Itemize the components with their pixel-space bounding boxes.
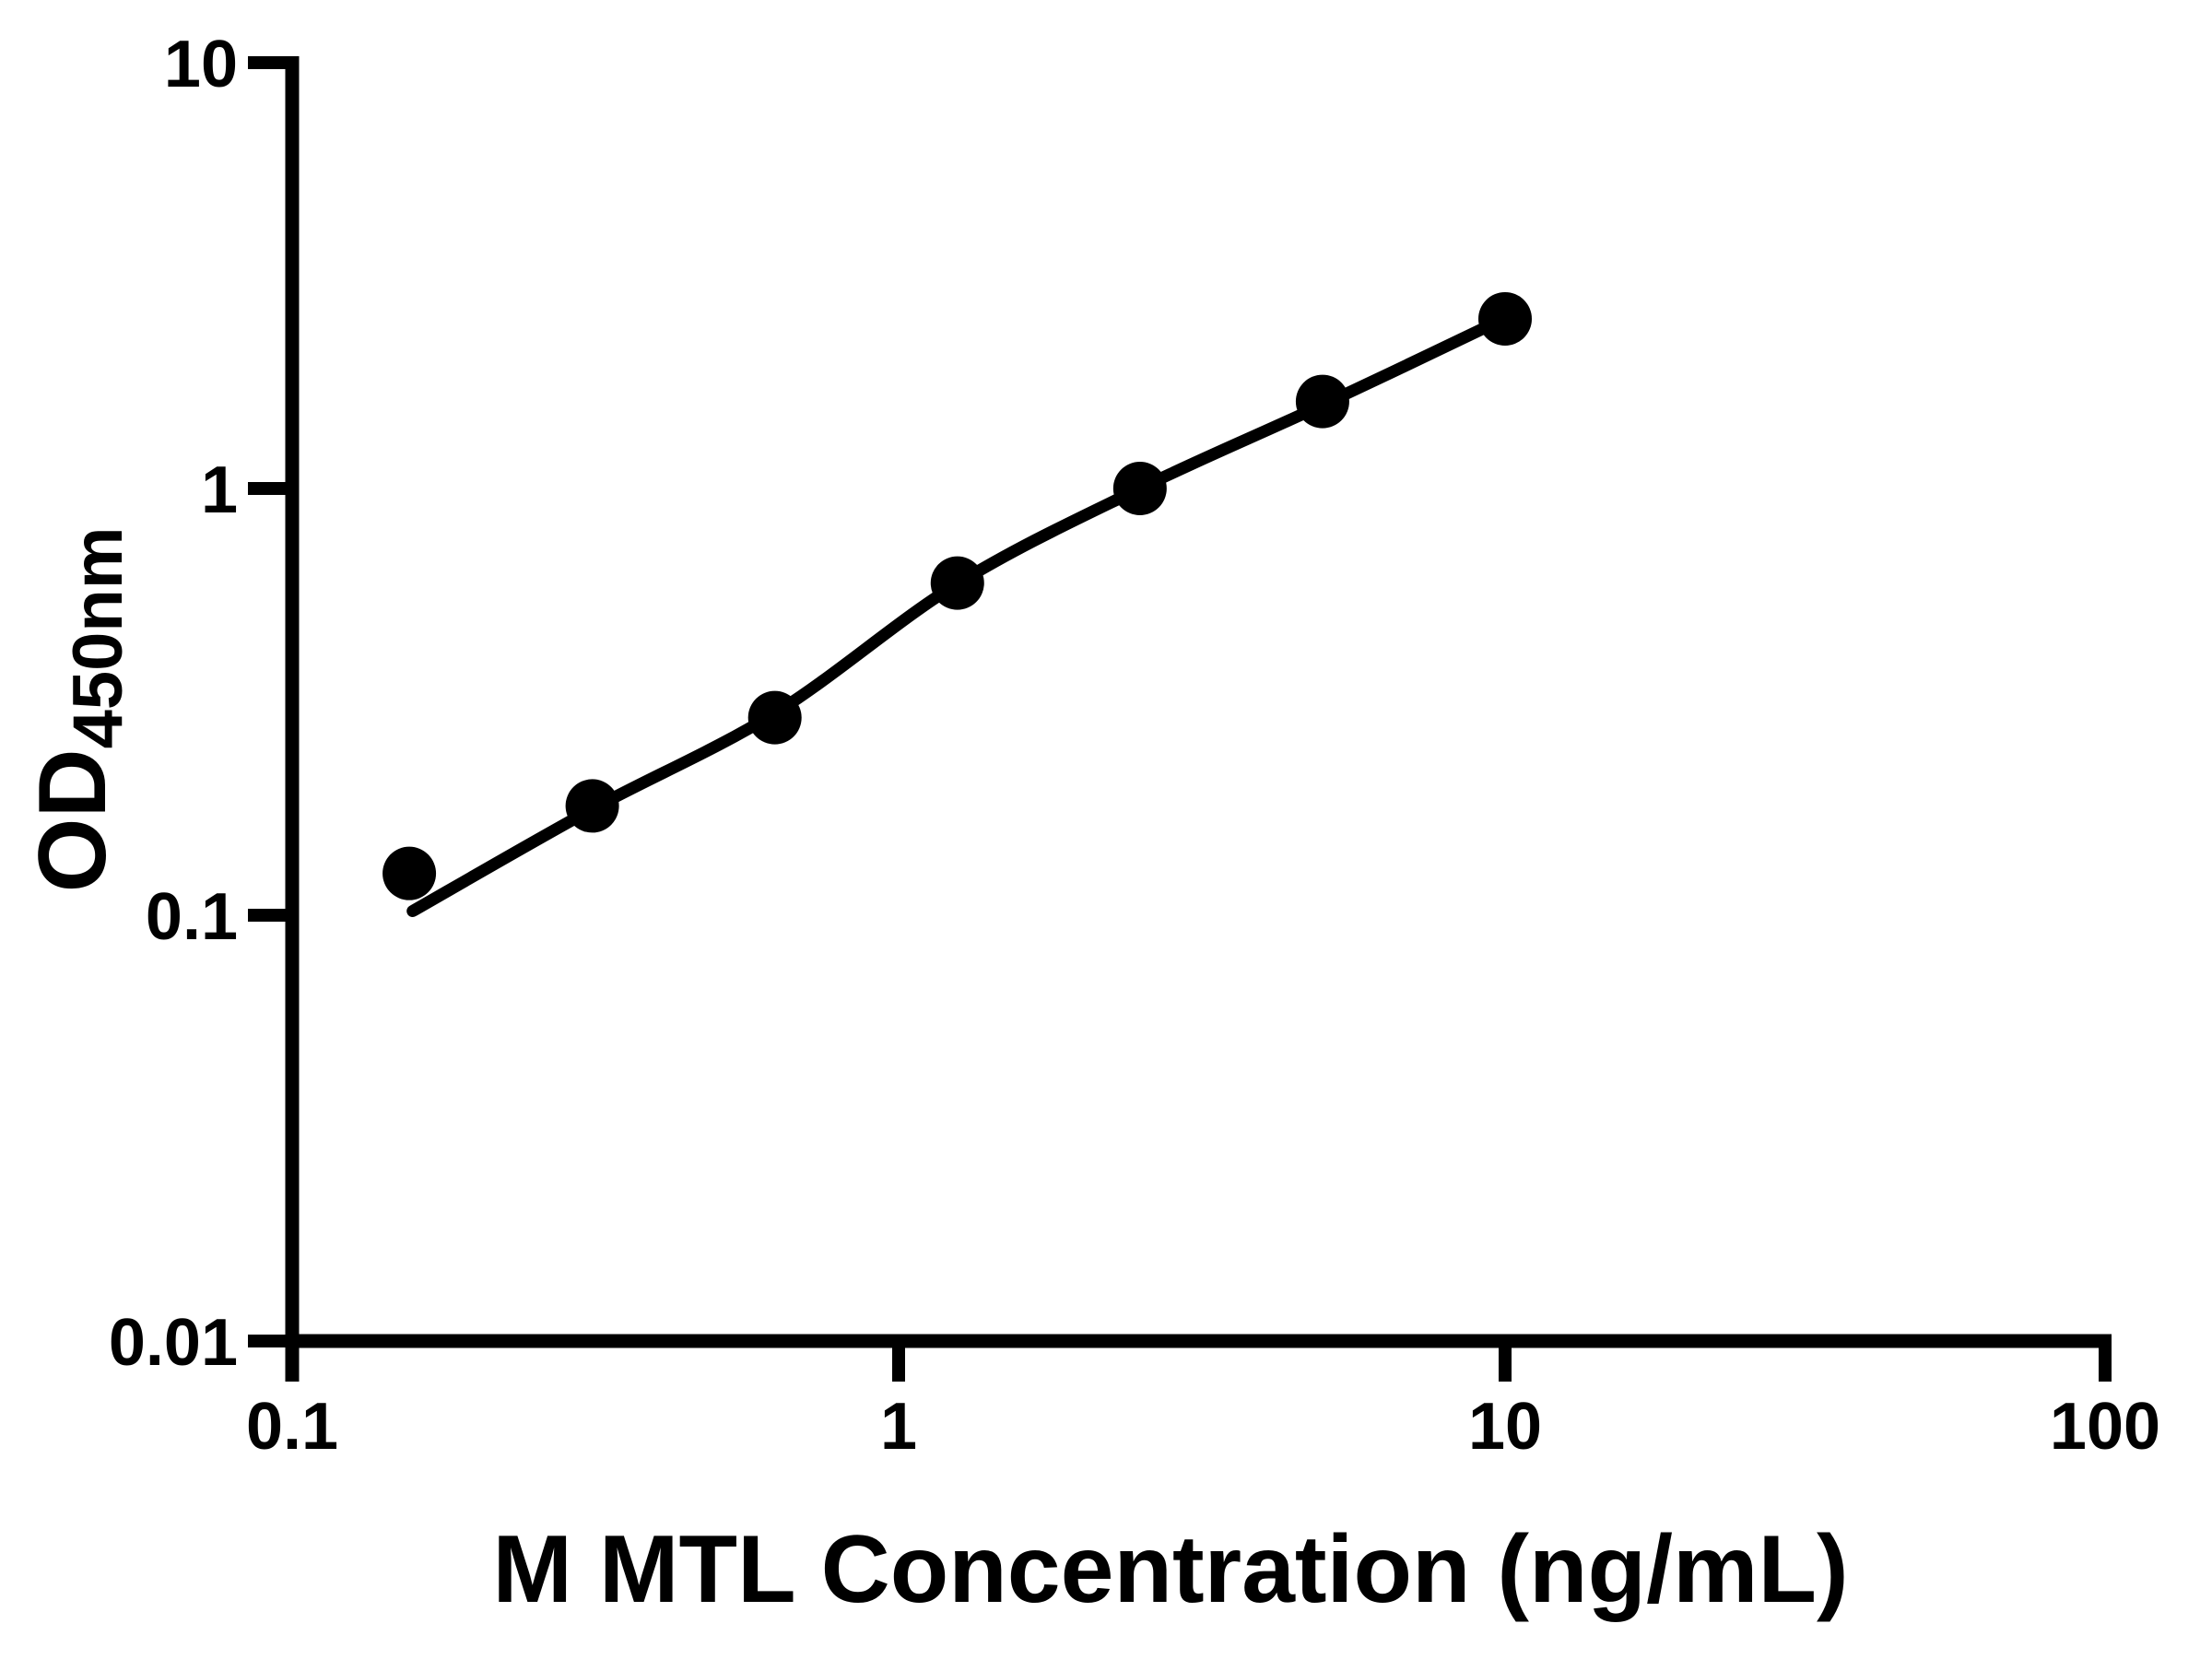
x-tick-label: 1 — [880, 1390, 917, 1464]
data-point — [747, 690, 802, 745]
x-tick-label: 0.1 — [246, 1390, 338, 1464]
x-tick-label: 10 — [1468, 1390, 1542, 1464]
data-points-layer — [382, 291, 1532, 900]
y-axis-title: OD450nm — [19, 527, 137, 893]
data-point — [1478, 291, 1532, 346]
y-tick-label: 1 — [201, 453, 238, 527]
data-point — [382, 846, 437, 900]
y-axis-title-subscript: 450nm — [59, 527, 137, 749]
y-axis-title-main: OD — [19, 748, 126, 892]
data-point — [565, 779, 619, 833]
y-tick-label: 0.01 — [109, 1306, 238, 1380]
data-point — [1112, 462, 1167, 515]
y-tick-label: 0.1 — [146, 880, 238, 954]
y-tick-label: 10 — [164, 28, 238, 101]
x-axis-title: M MTL Concentration (ng/mL) — [492, 1516, 1848, 1623]
x-tick-label: 100 — [2050, 1390, 2160, 1464]
data-point — [1295, 374, 1349, 429]
data-point — [930, 556, 984, 610]
